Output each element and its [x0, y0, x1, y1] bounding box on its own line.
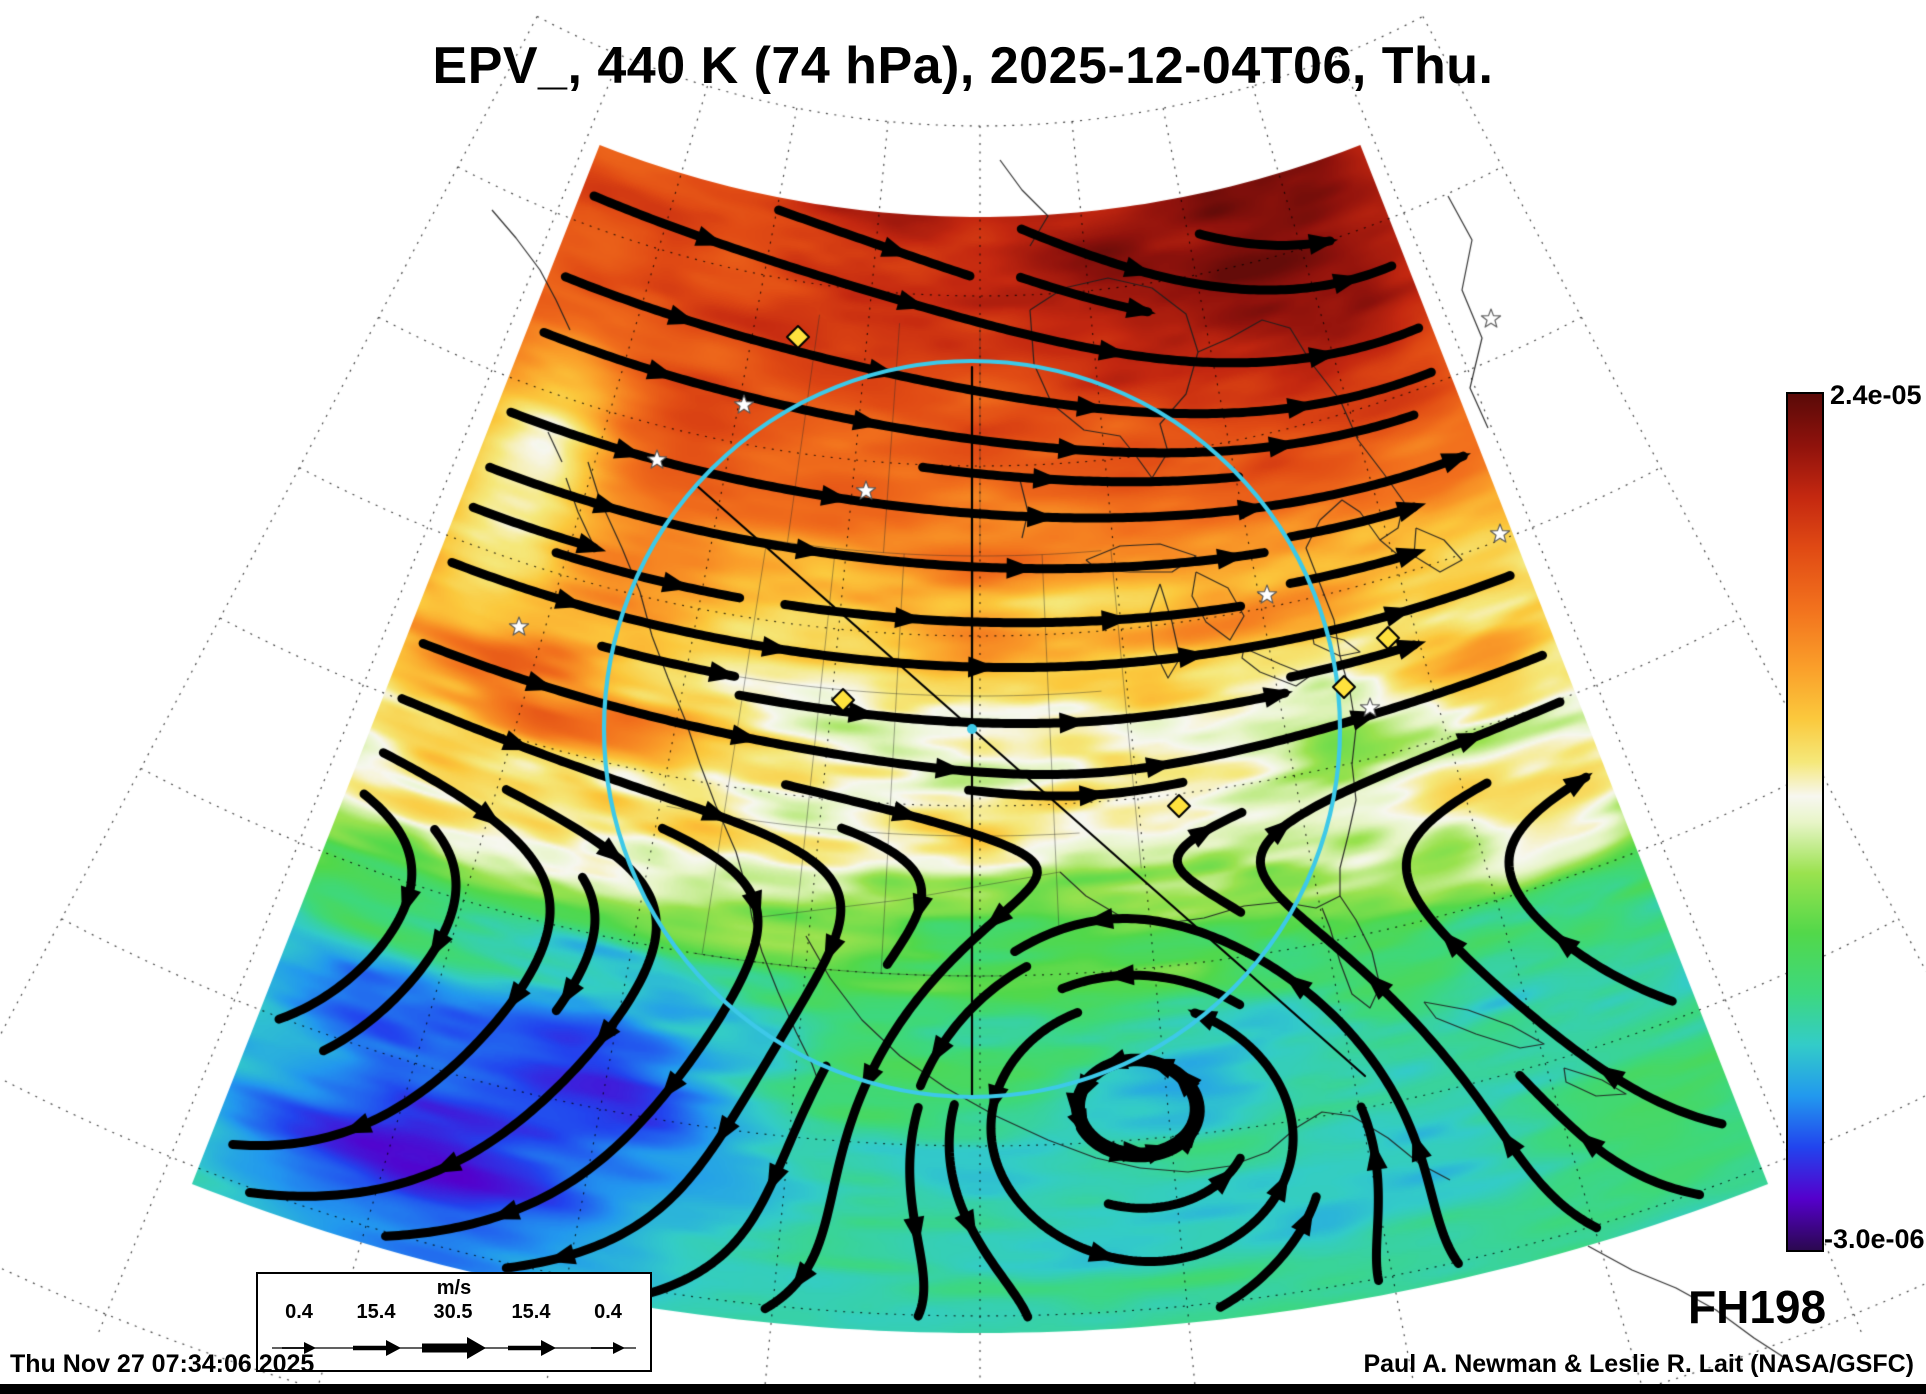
wind-scale-value: 30.5 — [433, 1301, 473, 1323]
colorbar-gradient — [1786, 392, 1824, 1252]
wind-scale-unit: m/s — [436, 1277, 472, 1299]
wind-scale-value: 15.4 — [356, 1301, 396, 1323]
wind-scale-value: 0.4 — [594, 1301, 622, 1323]
wind-scale-value: 0.4 — [285, 1301, 313, 1323]
forecast-hour-label: FH198 — [1688, 1281, 1827, 1333]
wind-scale-value: 15.4 — [511, 1301, 551, 1323]
colorbar-min-label: -3.0e-06 — [1824, 1224, 1925, 1254]
colorbar-max-label: 2.4e-05 — [1830, 380, 1922, 410]
credit-text: Paul A. Newman & Leslie R. Lait (NASA/GS… — [1363, 1350, 1914, 1378]
wind-scale-legend: m/s 0.4 15.4 30.5 15.4 0.4 — [256, 1272, 652, 1372]
page-title: EPV_, 440 K (74 hPa), 2025-12-04T06, Thu… — [432, 37, 1494, 95]
wind-scale-arrows-icon — [272, 1337, 636, 1359]
generated-timestamp: Thu Nov 27 07:34:06 2025 — [10, 1350, 315, 1378]
bottom-bar — [0, 1384, 1926, 1394]
